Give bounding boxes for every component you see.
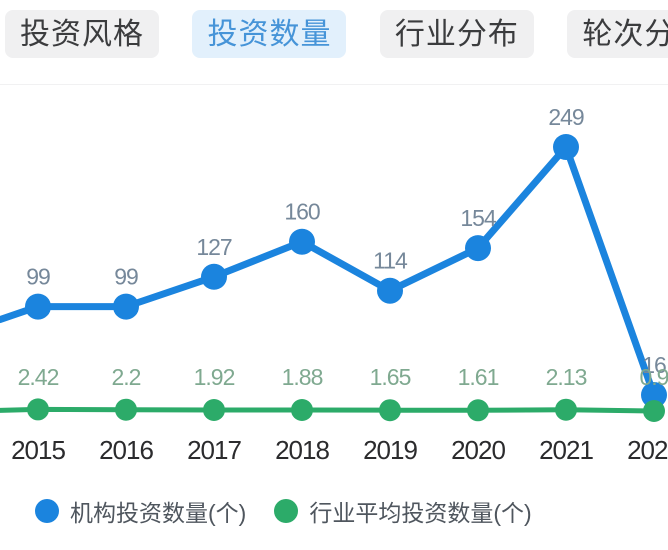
tab-industry-distribution[interactable]: 行业分布 [379,10,534,58]
x-axis-label: 2020 [451,435,505,465]
tab-round-distribution[interactable]: 轮次分布 [567,10,668,58]
series-0-value-label: 160 [284,199,320,225]
series-1-point-2016 [115,398,137,421]
legend-item-institution[interactable]: 机构投资数量(个) [35,494,246,528]
series-1-point-2021 [555,398,577,421]
series-0-point-2017 [201,263,227,290]
series-1-point-2018 [291,399,313,421]
legend-label: 行业平均投资数量(个) [309,500,532,526]
series-0-point-2022 [641,382,667,408]
series-0-point-2016 [113,293,139,320]
x-axis-label: 2018 [275,435,329,465]
tab-investment-count[interactable]: 投资数量 [192,10,347,58]
series-0-point-2015 [25,293,51,320]
legend-item-industry-average[interactable]: 行业平均投资数量(个) [274,494,532,528]
series-0-value-label: 127 [196,234,232,260]
series-0-value-label: 154 [460,205,497,231]
series-1-value-label: 1.88 [282,364,323,390]
series-1-value-label: 2.2 [112,364,141,390]
x-axis-label: 2017 [187,435,241,465]
series-1-point-2019 [379,399,401,422]
series-1-point-2022 [643,400,665,422]
x-axis-label: 2022 [627,435,668,465]
series-1-point-2015 [27,398,49,421]
x-axis-label: 2015 [11,435,65,465]
series-0-value-label: 99 [114,264,138,290]
tab-investment-style[interactable]: 投资风格 [5,10,159,58]
series-0-line [0,143,658,399]
investment-count-line-chart: 99 99 127 160 114 154 249 16 2.42 2.2 1.92 1.88 1.65… [0,88,668,470]
series-0-point-2021 [553,134,579,160]
series-0-value-label: 249 [548,104,584,130]
x-axis-label: 2019 [363,435,417,465]
legend-marker-blue [35,499,59,523]
chart-canvas: 99 99 127 160 114 154 249 16 2.42 2.2 1.92 1.88 1.65… [0,104,668,465]
series-1-value-label: 1.92 [194,364,235,390]
legend-marker-green [274,499,299,523]
series-0-point-2020 [465,235,491,262]
series-1-point-2020 [467,399,489,422]
x-axis-label: 2021 [539,435,593,465]
series-0-point-2019 [377,277,403,304]
series-1-value-label: 0.9 [640,364,668,390]
chart-legend: 机构投资数量(个) 行业平均投资数量(个) [35,495,532,527]
series-0-value-label: 99 [26,264,50,290]
legend-label: 机构投资数量(个) [70,500,247,526]
tabbar-divider [0,84,668,85]
series-1-value-label: 2.13 [546,364,587,390]
series-1-value-label: 1.65 [370,364,411,390]
series-0-value-label: 16 [642,352,666,378]
series-1-value-label: 1.61 [458,364,499,390]
x-axis-label: 2016 [99,435,153,465]
series-1-value-label: 2.42 [18,364,59,390]
chart-tab-bar: 投资风格 投资数量 行业分布 轮次分布 [0,10,668,58]
series-0-point-2018 [289,228,315,255]
series-1-point-2017 [203,399,225,421]
series-0-value-label: 114 [373,248,408,274]
